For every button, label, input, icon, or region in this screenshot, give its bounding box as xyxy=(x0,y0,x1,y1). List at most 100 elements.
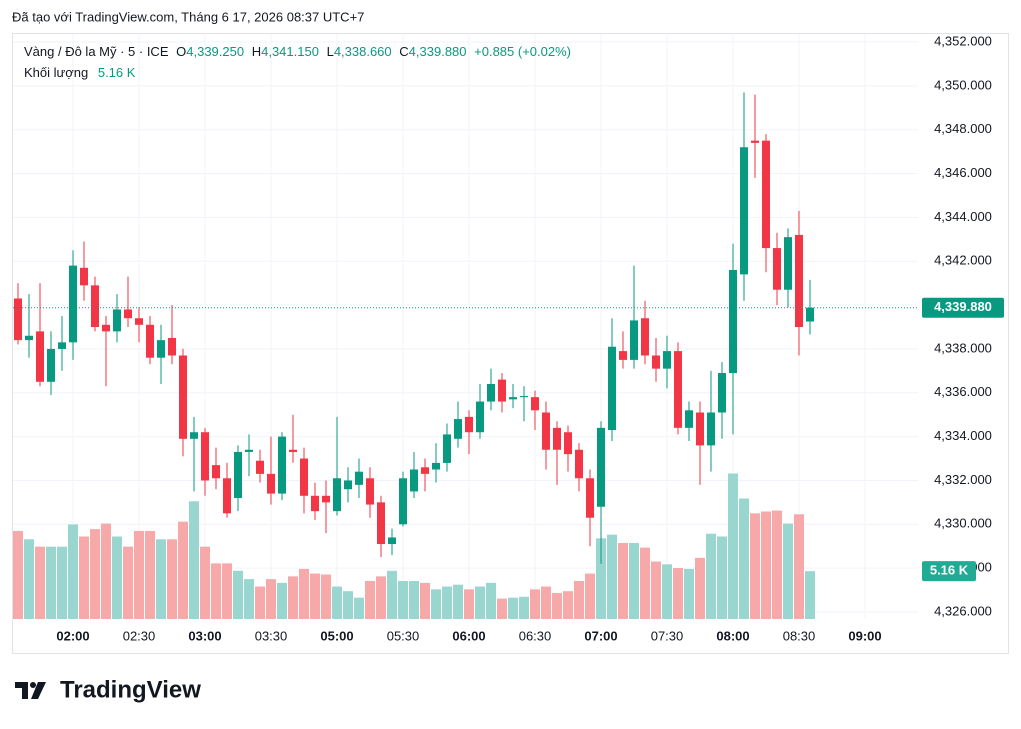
volume-bar xyxy=(233,570,243,619)
candle-body xyxy=(476,401,484,433)
candle-body xyxy=(300,458,308,496)
volume-bar xyxy=(640,547,650,619)
candle-body xyxy=(498,379,506,402)
volume-bar xyxy=(244,579,254,619)
volume-bar xyxy=(497,598,507,619)
volume-bar xyxy=(607,534,617,619)
candle-body xyxy=(564,432,572,455)
y-tick-label: 4,332.000 xyxy=(934,472,992,487)
high-value: 4,341.150 xyxy=(261,44,319,59)
candle-body xyxy=(465,416,473,433)
y-tick-label: 4,350.000 xyxy=(934,77,992,92)
volume-bar xyxy=(563,591,573,619)
volume-bar xyxy=(112,536,122,619)
close-value: 4,339.880 xyxy=(409,44,467,59)
candle-body xyxy=(718,373,726,413)
volume-bar xyxy=(431,589,441,619)
x-tick-label: 06:00 xyxy=(452,628,485,643)
y-tick-label: 4,338.000 xyxy=(934,340,992,355)
candle-body xyxy=(146,324,154,358)
y-tick-label: 4,326.000 xyxy=(934,603,992,618)
x-tick-label: 07:30 xyxy=(651,628,684,643)
volume-bar xyxy=(167,539,177,619)
brand-logo xyxy=(15,682,46,699)
volume-bar xyxy=(211,563,221,619)
candle-body xyxy=(168,337,176,356)
candle-body xyxy=(311,495,319,512)
y-tick-label: 4,352.000 xyxy=(934,33,992,48)
candle-body xyxy=(366,478,374,505)
candle-body xyxy=(124,309,132,319)
candle-body xyxy=(344,480,352,490)
candle-body xyxy=(784,237,792,290)
volume-bar xyxy=(409,580,419,619)
candle-body xyxy=(113,309,121,332)
volume-bar xyxy=(596,538,606,619)
volume-bar xyxy=(365,580,375,619)
y-tick-label: 4,342.000 xyxy=(934,253,992,268)
candle-body xyxy=(102,324,110,332)
candle-body xyxy=(663,351,671,369)
volume-bar xyxy=(706,533,716,619)
volume-bar xyxy=(189,501,199,619)
volume-bar xyxy=(354,597,364,619)
volume-bar xyxy=(222,563,232,619)
volume-bar xyxy=(805,571,815,619)
candle-body xyxy=(509,397,517,400)
volume-bar xyxy=(574,580,584,619)
y-tick-label: 4,346.000 xyxy=(934,165,992,180)
candle-body xyxy=(47,348,55,382)
volume-bar xyxy=(618,542,628,619)
candle-body xyxy=(333,478,341,512)
volume-bar xyxy=(90,529,100,619)
x-tick-label: 06:30 xyxy=(519,628,552,643)
y-tick-label: 4,336.000 xyxy=(934,384,992,399)
candle-body xyxy=(751,140,759,143)
volume-bar xyxy=(343,591,353,619)
candle-body xyxy=(201,432,209,481)
volume-bar xyxy=(662,564,672,619)
symbol: Vàng / Đô la Mỹ · 5 · ICE xyxy=(24,44,169,59)
volume-bar xyxy=(288,576,298,619)
axes: 4,326.0004,328.0004,330.0004,332.0004,33… xyxy=(56,33,1004,643)
candle-body xyxy=(14,298,22,341)
low-label: L xyxy=(327,44,334,59)
candle-body xyxy=(36,331,44,382)
volume-bars xyxy=(13,473,815,619)
volume-bar xyxy=(585,573,595,619)
candle-body xyxy=(674,351,682,428)
volume-bar xyxy=(332,586,342,619)
candle-body xyxy=(212,465,220,479)
volume-bar xyxy=(739,498,749,619)
y-tick-label: 4,344.000 xyxy=(934,209,992,224)
volume-bar xyxy=(310,573,320,619)
candle-body xyxy=(322,495,330,503)
candle-body xyxy=(641,318,649,356)
x-tick-label: 03:30 xyxy=(255,628,288,643)
volume-bar xyxy=(442,586,452,619)
candle-body xyxy=(245,449,253,452)
candle-body xyxy=(377,502,385,545)
candle-body xyxy=(795,234,803,327)
candle-body xyxy=(80,267,88,286)
candle-body xyxy=(410,469,418,492)
candle-body xyxy=(443,434,451,463)
volume-bar xyxy=(145,530,155,619)
candle-body xyxy=(267,473,275,494)
candle-body xyxy=(542,412,550,450)
volume-bar xyxy=(794,514,804,619)
volume-legend: Khối lượng 5.16 K xyxy=(24,65,136,80)
volume-bar xyxy=(134,530,144,619)
candle-body xyxy=(707,412,715,446)
candle-body xyxy=(256,460,264,474)
volume-bar xyxy=(200,546,210,619)
volume-bar xyxy=(156,539,166,619)
volume-bar xyxy=(453,584,463,619)
candle-body xyxy=(608,346,616,431)
volume-bar xyxy=(750,513,760,619)
volume-bar xyxy=(266,579,276,619)
volume-title: Khối lượng xyxy=(24,65,88,80)
volume-bar xyxy=(783,523,793,619)
volume-bar xyxy=(695,557,705,619)
legend-line: Vàng / Đô la Mỹ · 5 · ICE O4,339.250 H4,… xyxy=(24,44,571,59)
